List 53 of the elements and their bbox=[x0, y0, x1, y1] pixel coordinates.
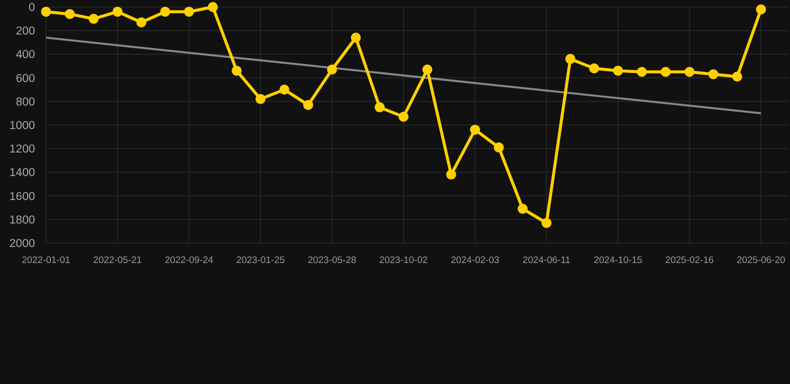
point bbox=[88, 14, 99, 24]
point bbox=[327, 64, 337, 75]
x-tick-label: 2025-06-20 bbox=[736, 255, 786, 266]
point bbox=[303, 100, 314, 110]
point bbox=[494, 142, 504, 152]
point bbox=[422, 64, 432, 75]
point bbox=[708, 69, 718, 80]
point bbox=[350, 32, 361, 43]
y-tick-label: 1200 bbox=[9, 144, 35, 156]
point bbox=[756, 4, 766, 14]
x-tick-label: 2023-01-25 bbox=[236, 255, 285, 266]
point bbox=[184, 6, 194, 17]
point bbox=[446, 170, 456, 180]
point bbox=[232, 66, 242, 76]
point bbox=[64, 9, 75, 20]
point bbox=[136, 17, 146, 28]
point bbox=[732, 72, 742, 82]
x-tick-label: 2024-10-15 bbox=[594, 255, 642, 266]
x-tick-label: 2022-09-24 bbox=[164, 255, 214, 266]
point bbox=[112, 6, 122, 17]
x-tick-label: 2025-02-16 bbox=[665, 255, 714, 266]
x-tick-label: 2023-10-02 bbox=[379, 255, 428, 266]
y-tick-label: 1000 bbox=[9, 120, 35, 132]
y-tick-label: 200 bbox=[16, 26, 35, 38]
point bbox=[279, 84, 290, 95]
point bbox=[565, 54, 576, 64]
x-tick-label: 2022-05-21 bbox=[93, 255, 142, 266]
y-tick-label: 1800 bbox=[9, 214, 35, 226]
point bbox=[613, 66, 623, 76]
y-tick-label: 2000 bbox=[9, 238, 35, 250]
y-tick-label: 800 bbox=[16, 96, 35, 108]
point bbox=[256, 94, 266, 104]
point bbox=[660, 66, 671, 77]
x-tick-label: 2024-02-03 bbox=[450, 255, 500, 266]
y-tick-label: 1400 bbox=[9, 167, 35, 180]
y-tick-label: 1600 bbox=[9, 190, 35, 203]
y-tick-label: 0 bbox=[28, 2, 35, 14]
point bbox=[208, 2, 218, 12]
point bbox=[542, 218, 552, 228]
point bbox=[684, 66, 694, 77]
point bbox=[398, 112, 408, 122]
y-tick-label: 600 bbox=[16, 72, 35, 85]
y-tick-label: 400 bbox=[16, 49, 35, 62]
x-tick-label: 2024-06-11 bbox=[522, 255, 570, 266]
x-tick-label: 2022-01-01 bbox=[22, 255, 70, 266]
point bbox=[636, 66, 647, 77]
point bbox=[374, 102, 385, 112]
point bbox=[589, 63, 600, 74]
point bbox=[518, 204, 528, 214]
x-tick-label: 2023-05-28 bbox=[308, 255, 356, 266]
point bbox=[160, 6, 170, 17]
point bbox=[470, 124, 480, 135]
point bbox=[41, 6, 51, 17]
